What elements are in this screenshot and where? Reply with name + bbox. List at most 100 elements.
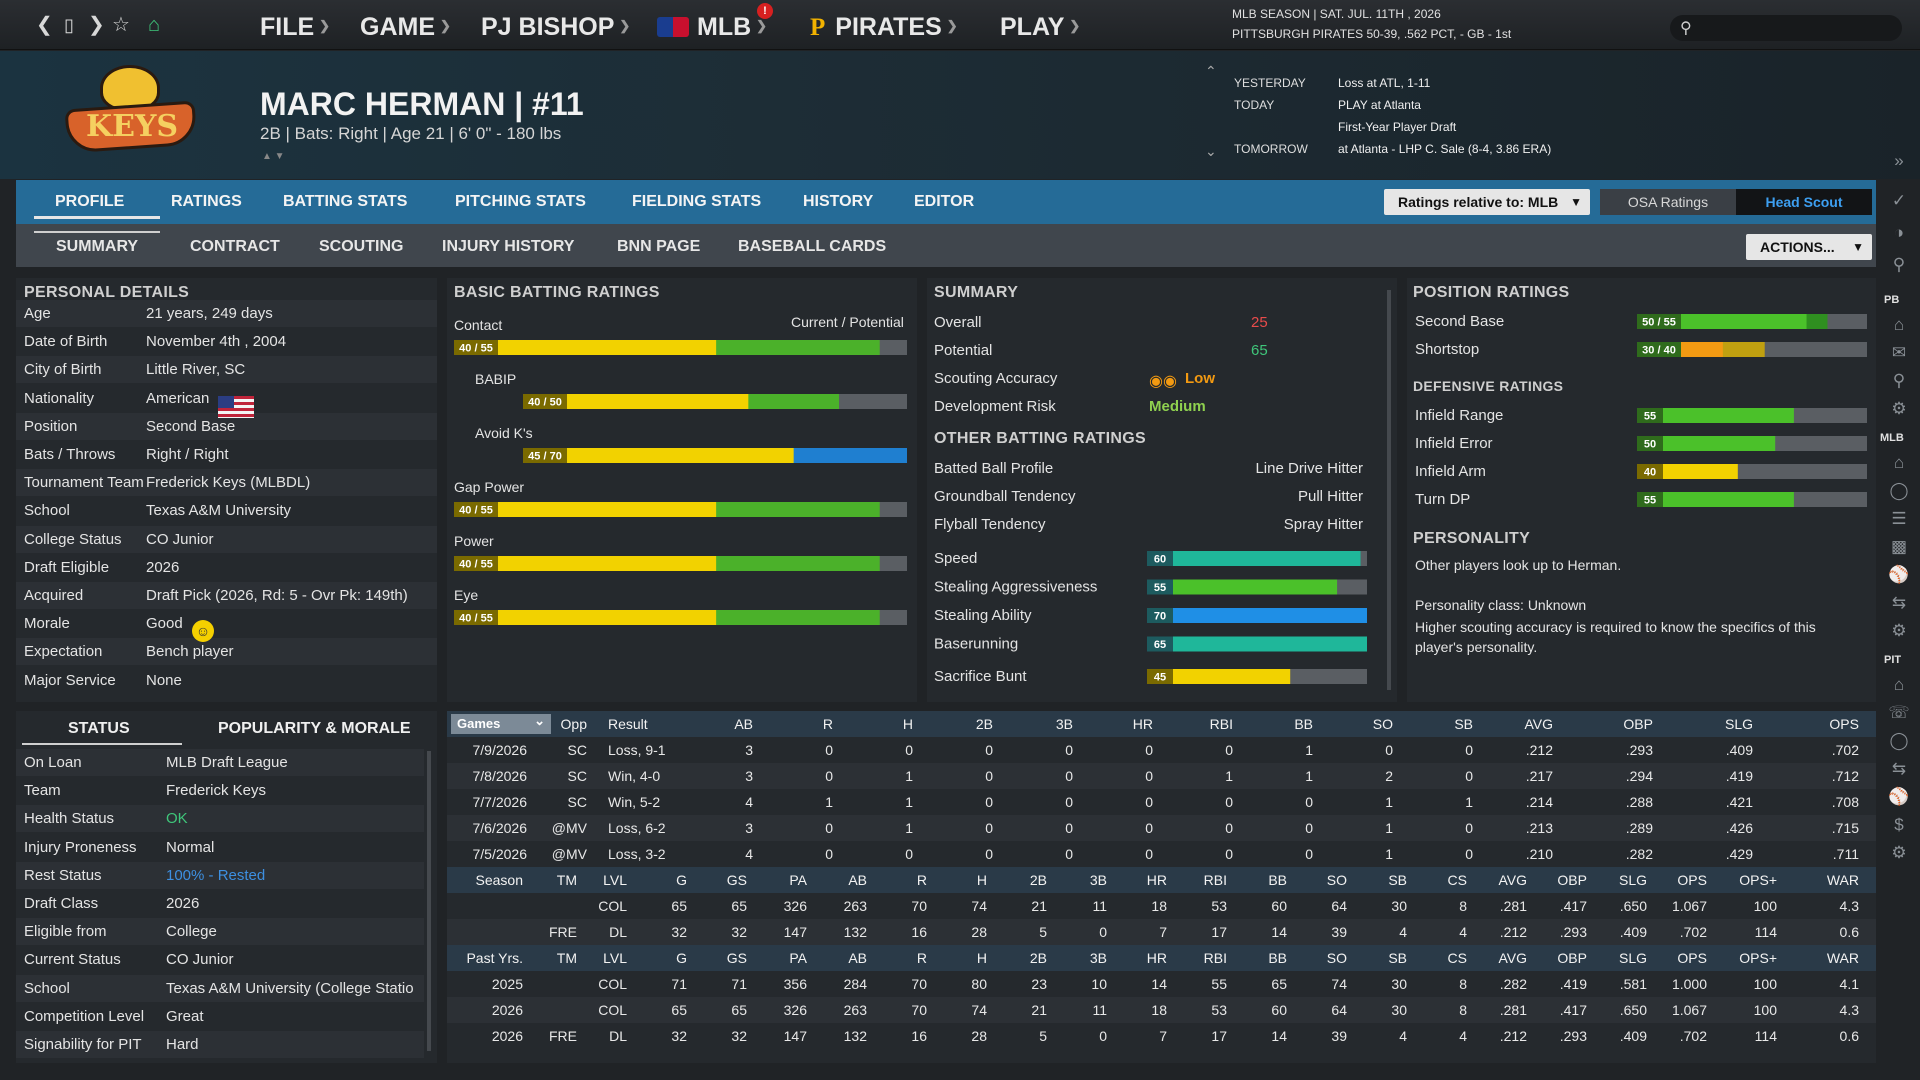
column-header[interactable]: H <box>976 950 987 966</box>
tab-profile[interactable]: PROFILE <box>55 193 125 210</box>
column-header[interactable]: OPS+ <box>1739 872 1777 888</box>
column-header[interactable]: HR <box>1146 872 1167 888</box>
tab-summary[interactable]: SUMMARY <box>56 238 139 255</box>
tab-status[interactable]: STATUS <box>68 720 130 737</box>
menu-mlb[interactable]: MLB ❯ ! <box>657 3 773 42</box>
column-header[interactable]: BB <box>1268 950 1287 966</box>
column-header[interactable]: OBP <box>1557 872 1587 888</box>
scrollbar[interactable] <box>427 751 431 1051</box>
column-header[interactable]: 2B <box>975 716 993 732</box>
column-header[interactable]: GS <box>726 872 747 888</box>
menu-manager[interactable]: PJ BISHOP ❯ <box>481 13 631 41</box>
tab-bnn-page[interactable]: BNN PAGE <box>617 238 701 255</box>
back-icon[interactable]: ❮ <box>36 14 53 36</box>
column-header[interactable]: R <box>916 950 927 966</box>
sort-arrows-icon[interactable]: ▲ ▼ <box>262 151 285 162</box>
games-select[interactable]: Games ⌄ <box>451 713 551 734</box>
column-header[interactable]: HR <box>1132 716 1153 732</box>
column-header[interactable]: TM <box>556 950 577 966</box>
home-icon[interactable]: ⌂ <box>1893 315 1905 334</box>
column-header[interactable]: AB <box>848 950 867 966</box>
dollar-icon[interactable]: $ <box>1894 815 1904 834</box>
gear-icon[interactable]: ⚙ <box>1891 621 1907 640</box>
column-header[interactable]: H <box>976 872 987 888</box>
column-header[interactable]: Result <box>608 716 648 732</box>
tab-popularity-morale[interactable]: POPULARITY & MORALE <box>218 720 411 737</box>
chevron-down-icon[interactable]: ⌄ <box>1205 143 1217 159</box>
column-header[interactable]: BB <box>1294 716 1313 732</box>
phone-icon[interactable]: ☏ <box>1888 703 1910 722</box>
column-header[interactable]: Season <box>475 872 523 888</box>
column-header[interactable]: LVL <box>603 950 627 966</box>
column-header[interactable]: 2B <box>1029 950 1047 966</box>
column-header[interactable]: G <box>676 872 687 888</box>
column-header[interactable]: BB <box>1268 872 1287 888</box>
column-header[interactable]: TM <box>556 872 577 888</box>
column-header[interactable]: 3B <box>1089 872 1107 888</box>
table-row[interactable]: 2026 FRE DL 32 32 147 132 16 28 5 0 7 17 14 39 4 4 .212 .2… <box>447 1023 1876 1049</box>
tab-history[interactable]: HISTORY <box>803 193 874 210</box>
gear-icon[interactable]: ⚙ <box>1891 843 1907 862</box>
column-header[interactable]: 2B <box>1029 872 1047 888</box>
column-header[interactable]: SO <box>1372 716 1393 732</box>
table-row[interactable]: 2025 COL 71 71 356 284 70 80 23 10 14 55 65 74 30 8 .282… <box>447 971 1876 997</box>
column-header[interactable]: AB <box>848 872 867 888</box>
schedule-value[interactable]: Loss at ATL, 1-11 <box>1338 76 1431 90</box>
column-header[interactable]: Past Yrs. <box>466 950 523 966</box>
tab-contract[interactable]: CONTRACT <box>190 238 280 255</box>
ratings-relative-select[interactable]: Ratings relative to: MLB ▼ <box>1384 189 1590 215</box>
table-row[interactable]: 2026 COL 65 65 326 263 70 74 21 11 18 53 60 64 30 8 .281… <box>447 997 1876 1023</box>
column-header[interactable]: SO <box>1326 950 1347 966</box>
column-header[interactable]: AVG <box>1498 950 1527 966</box>
column-header[interactable]: SLG <box>1618 872 1647 888</box>
menu-pirates[interactable]: P PIRATES ❯ <box>810 13 958 41</box>
tab-baseball-cards[interactable]: BASEBALL CARDS <box>738 238 887 255</box>
schedule-value[interactable]: First-Year Player Draft <box>1338 120 1457 134</box>
scrollbar[interactable] <box>1387 290 1391 690</box>
column-header[interactable]: Opp <box>560 716 587 732</box>
column-header[interactable]: OPS <box>1677 950 1707 966</box>
column-header[interactable]: RBI <box>1203 950 1227 966</box>
search-input[interactable]: ⚲ <box>1670 15 1902 41</box>
table-row[interactable]: 7/8/2026 SC Win, 4-0 3 0 1 0 0 0 1 1 2 0 .217 .294 .419… <box>447 763 1876 789</box>
exchange-icon[interactable]: ⇆ <box>1891 593 1907 612</box>
column-header[interactable]: 3B <box>1089 950 1107 966</box>
column-header[interactable]: OPS <box>1677 872 1707 888</box>
actions-menu[interactable]: ACTIONS... ▼ <box>1746 234 1872 260</box>
column-header[interactable]: GS <box>726 950 747 966</box>
column-header[interactable]: 3B <box>1055 716 1073 732</box>
table-row[interactable]: COL 65 65 326 263 70 74 21 11 18 53 60 64 30 8 .281 .417… <box>447 893 1876 919</box>
forward-icon[interactable]: ❯ <box>88 14 105 36</box>
column-header[interactable]: PA <box>789 872 807 888</box>
column-header[interactable]: OBP <box>1623 716 1653 732</box>
mail-icon[interactable]: ✉ <box>1891 343 1907 362</box>
menu-file[interactable]: FILE ❯ <box>260 13 331 41</box>
schedule-value[interactable]: PLAY at Atlanta <box>1338 98 1421 112</box>
table-row[interactable]: 7/6/2026 @MV Loss, 6-2 3 0 1 0 0 0 0 0 1 0 .213 .289 .4… <box>447 815 1876 841</box>
column-header[interactable]: OBP <box>1557 950 1587 966</box>
pin-icon[interactable]: ⚲ <box>1892 255 1906 274</box>
column-header[interactable]: RBI <box>1209 716 1233 732</box>
shield-icon[interactable]: ◯ <box>1889 731 1909 750</box>
column-header[interactable]: SLG <box>1618 950 1647 966</box>
column-header[interactable]: PA <box>789 950 807 966</box>
column-header[interactable]: CS <box>1447 872 1467 888</box>
shield-icon[interactable]: ◯ <box>1889 481 1909 500</box>
search-icon[interactable]: ⚲ <box>1892 371 1906 390</box>
column-header[interactable]: SLG <box>1724 716 1753 732</box>
column-header[interactable]: OPS+ <box>1739 950 1777 966</box>
tab-injury-history[interactable]: INJURY HISTORY <box>442 238 575 255</box>
tab-fielding-stats[interactable]: FIELDING STATS <box>632 193 762 210</box>
column-header[interactable]: SB <box>1388 872 1407 888</box>
column-header[interactable]: AVG <box>1524 716 1553 732</box>
column-header[interactable]: WAR <box>1826 872 1859 888</box>
home-icon[interactable]: ⌂ <box>1893 675 1905 694</box>
check-icon[interactable]: ✓ <box>1891 191 1907 210</box>
table-row[interactable]: FRE DL 32 32 147 132 16 28 5 0 7 17 14 39 4 4 .212 .293 .4… <box>447 919 1876 945</box>
table-row[interactable]: 7/7/2026 SC Win, 5-2 4 1 1 0 0 0 0 0 1 1 .214 .288 .421… <box>447 789 1876 815</box>
globe-icon[interactable]: ◑ <box>1893 223 1905 242</box>
column-header[interactable]: AB <box>734 716 753 732</box>
menu-play[interactable]: PLAY ❯ <box>1000 13 1081 41</box>
exchange-icon[interactable]: ⇆ <box>1891 759 1907 778</box>
home-icon[interactable]: ⌂ <box>1893 453 1905 472</box>
